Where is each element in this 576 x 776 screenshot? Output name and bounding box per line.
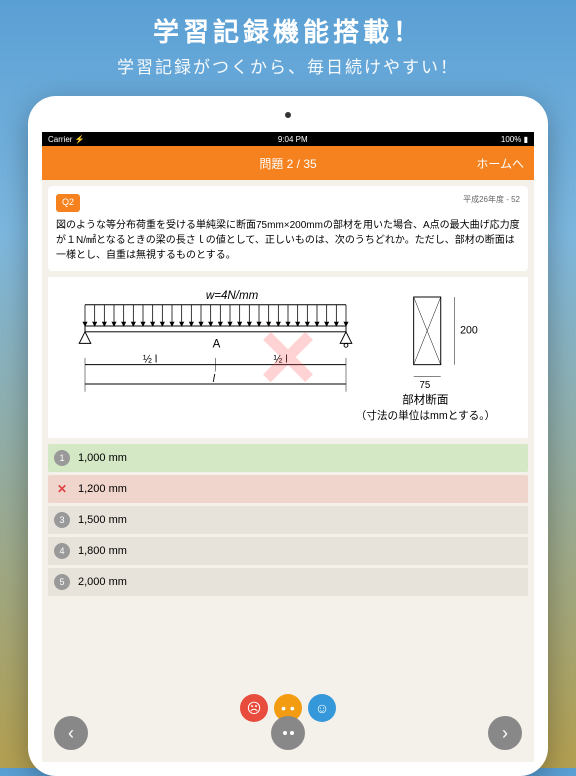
answer-list: 1 1,000 mm ✕ 1,200 mm 3 1,500 mm 4 1,800… bbox=[48, 444, 528, 596]
tablet-frame: Carrier ⚡ 9:04 PM 100% ▮ 問題 2 / 35 ホームへ … bbox=[28, 96, 548, 776]
span-half-1: ½ l bbox=[143, 353, 157, 365]
question-text: 図のような等分布荷重を受ける単純梁に断面75mm×200mmの部材を用いた場合、… bbox=[56, 218, 520, 263]
answer-number: 1 bbox=[54, 450, 70, 466]
section-width: 75 bbox=[419, 379, 430, 390]
next-button[interactable]: › bbox=[488, 716, 522, 750]
answer-label: 1,500 mm bbox=[78, 514, 127, 526]
prev-button[interactable]: ‹ bbox=[54, 716, 88, 750]
wrong-icon: ✕ bbox=[54, 481, 70, 497]
camera-dot bbox=[285, 112, 291, 118]
answer-label: 2,000 mm bbox=[78, 576, 127, 588]
load-label: w=4N/mm bbox=[206, 288, 259, 301]
answer-number: 5 bbox=[54, 574, 70, 590]
promo-title: 学習記録機能搭載！ bbox=[0, 12, 576, 49]
answer-label: 1,200 mm bbox=[78, 483, 127, 495]
answer-number: 4 bbox=[54, 543, 70, 559]
status-carrier: Carrier ⚡ bbox=[48, 135, 85, 144]
span-full: l bbox=[213, 373, 216, 385]
status-battery: 100% ▮ bbox=[501, 135, 528, 144]
answer-label: 1,800 mm bbox=[78, 545, 127, 557]
question-meta: 平成26年度 - 52 bbox=[463, 194, 520, 206]
unit-note: （寸法の単位はmmとする。） bbox=[356, 408, 496, 421]
section-title: 部材断面 bbox=[402, 392, 448, 406]
span-half-2: ½ l bbox=[274, 353, 288, 365]
status-time: 9:04 PM bbox=[278, 135, 308, 144]
answer-label: 1,000 mm bbox=[78, 452, 127, 464]
question-badge: Q2 bbox=[56, 194, 80, 212]
menu-button[interactable] bbox=[271, 716, 305, 750]
diagram-panel: w=4N/mm A ½ l ½ l l bbox=[48, 277, 528, 438]
answer-option-2[interactable]: ✕ 1,200 mm bbox=[48, 475, 528, 503]
status-bar: Carrier ⚡ 9:04 PM 100% ▮ bbox=[42, 132, 534, 146]
answer-option-5[interactable]: 5 2,000 mm bbox=[48, 568, 528, 596]
app-bar: 問題 2 / 35 ホームへ bbox=[42, 146, 534, 180]
promo-subtitle: 学習記録がつくから、毎日続けやすい！ bbox=[0, 53, 576, 78]
point-a-label: A bbox=[213, 337, 221, 350]
answer-option-3[interactable]: 3 1,500 mm bbox=[48, 506, 528, 534]
appbar-title: 問題 2 / 35 bbox=[259, 155, 316, 172]
screen: Carrier ⚡ 9:04 PM 100% ▮ 問題 2 / 35 ホームへ … bbox=[42, 132, 534, 762]
question-card: Q2 平成26年度 - 52 図のような等分布荷重を受ける単純梁に断面75mm×… bbox=[48, 186, 528, 271]
answer-option-4[interactable]: 4 1,800 mm bbox=[48, 537, 528, 565]
answer-number: 3 bbox=[54, 512, 70, 528]
section-height: 200 bbox=[460, 324, 478, 336]
answer-option-1[interactable]: 1 1,000 mm bbox=[48, 444, 528, 472]
home-button[interactable]: ホームへ bbox=[476, 155, 524, 172]
